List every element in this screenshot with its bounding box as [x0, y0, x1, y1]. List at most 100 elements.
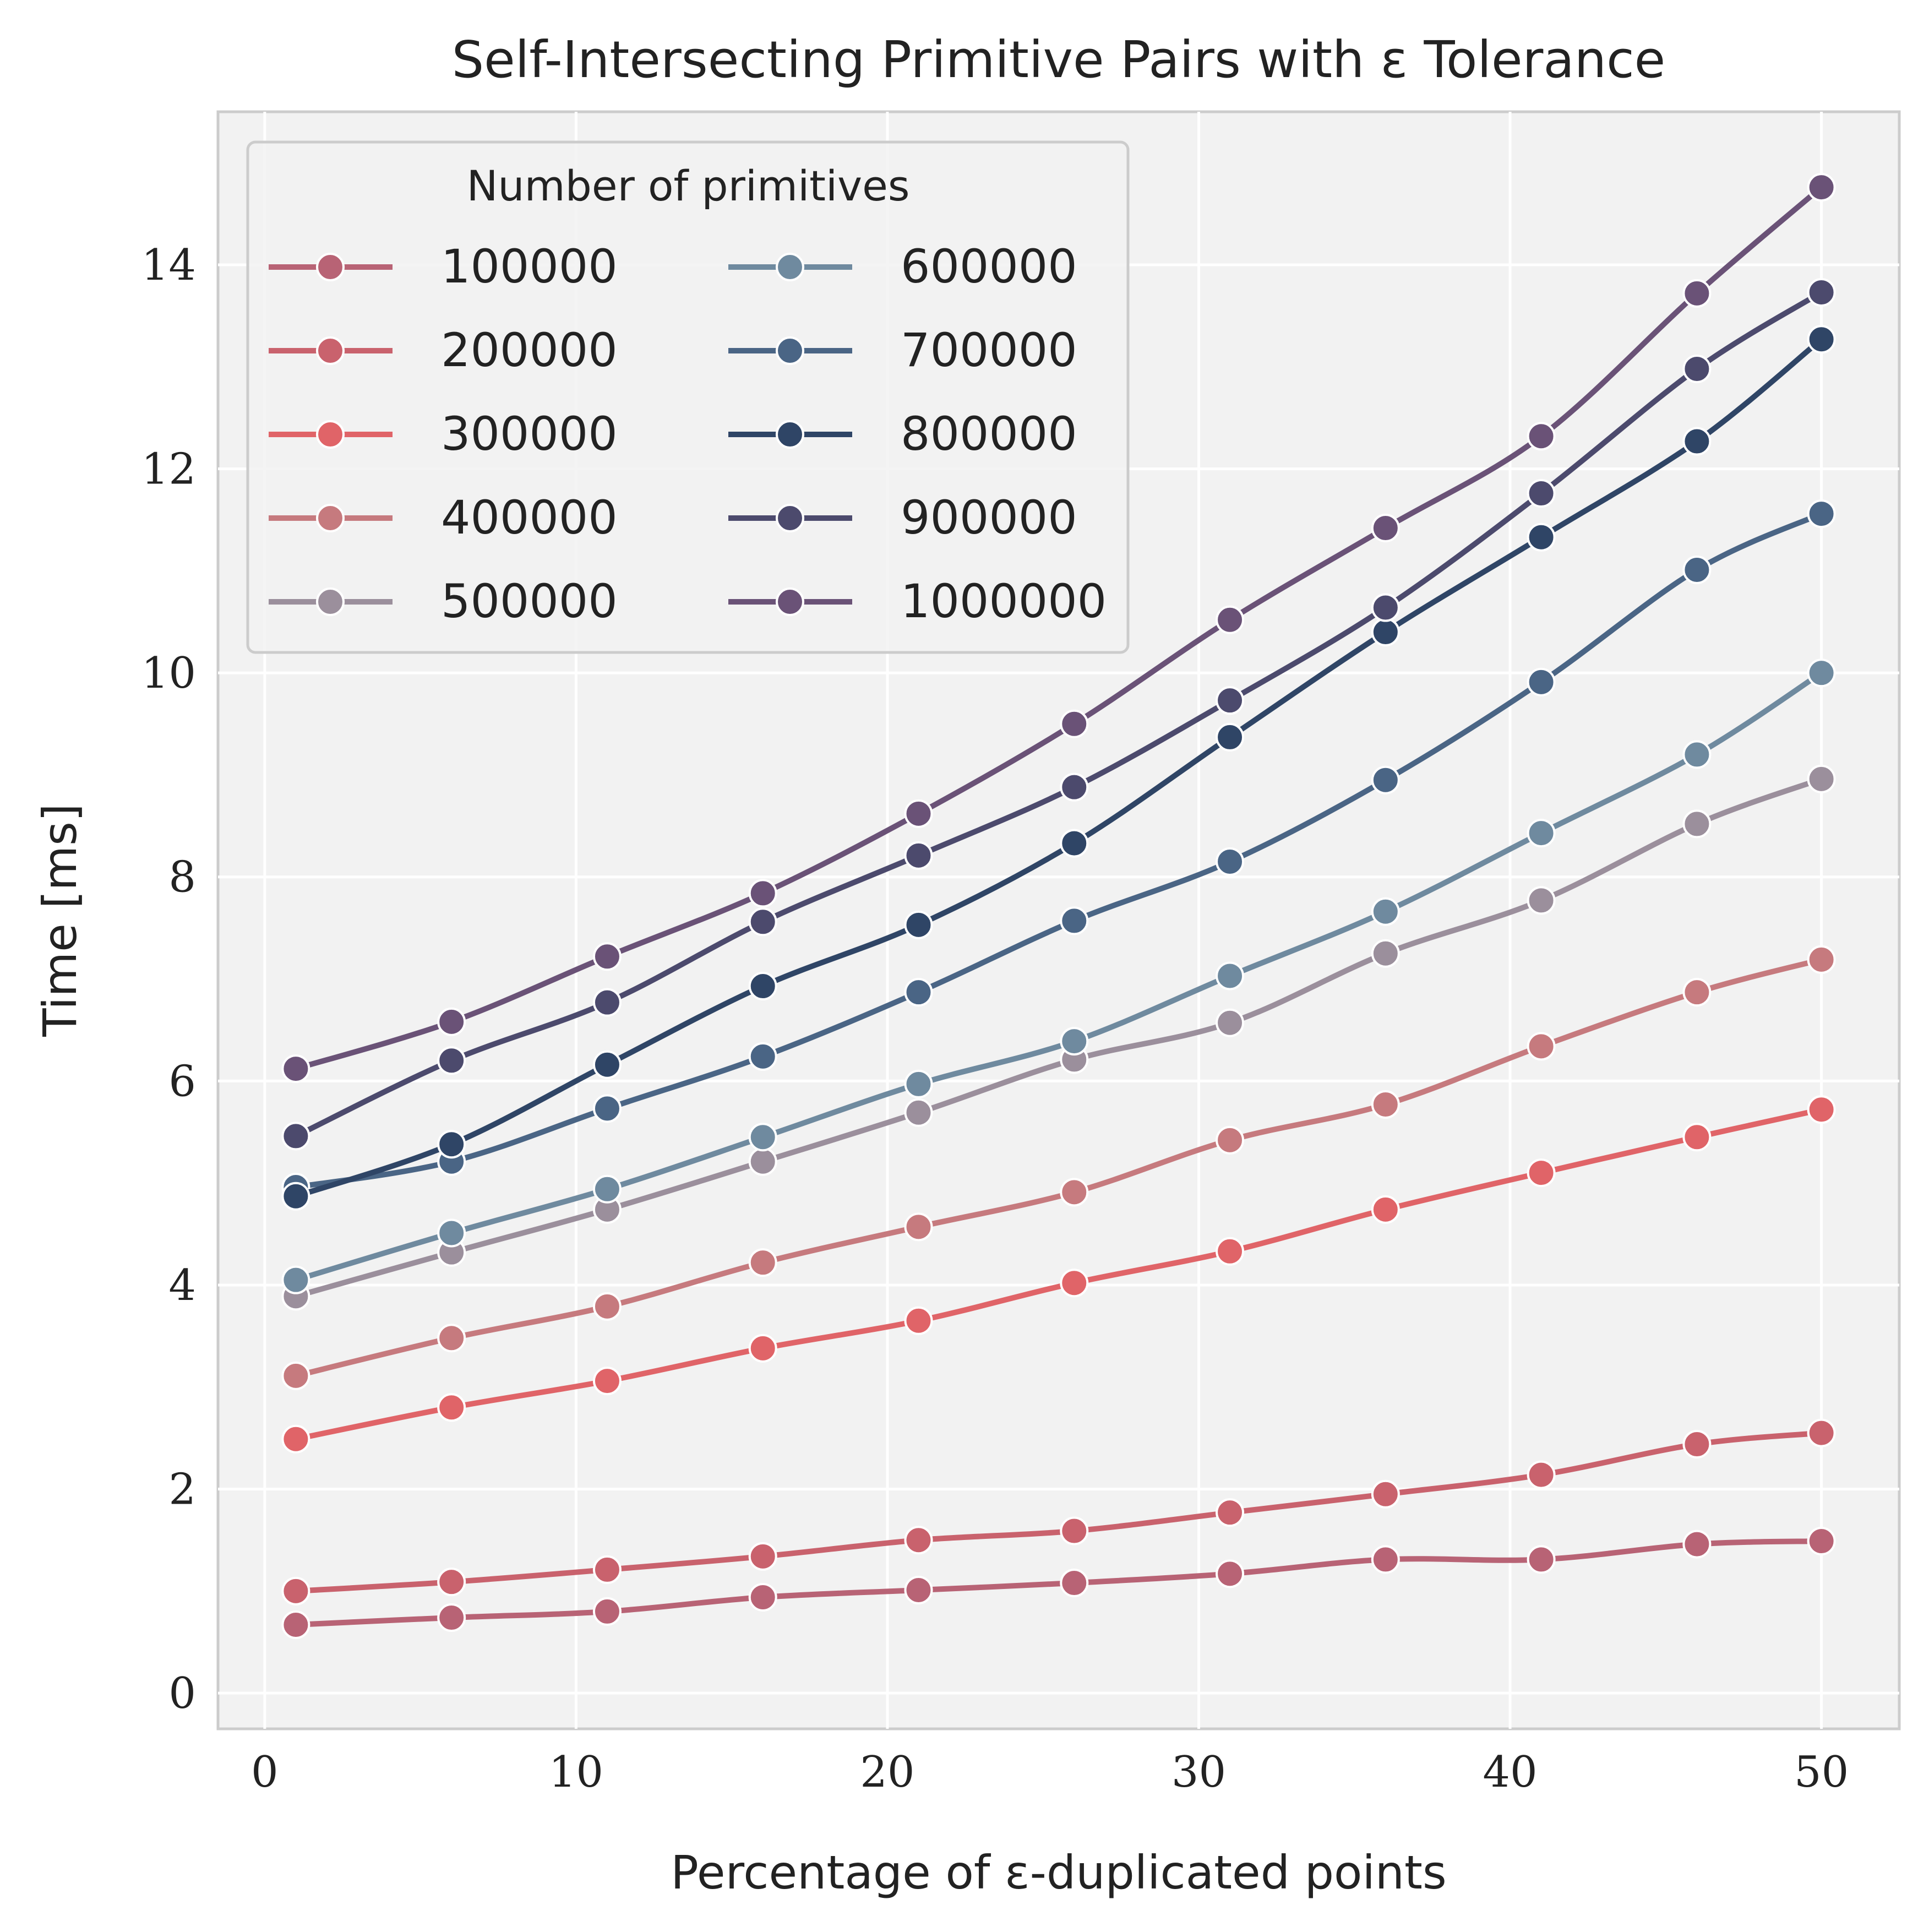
axis-ticks: 0 10 20 30 40 50 0 2 4 6 8 10 12 14 — [141, 241, 1849, 1797]
series-100000 — [281, 1527, 1836, 1639]
data-point — [1371, 765, 1400, 794]
data-point — [1216, 722, 1245, 752]
data-point — [1682, 809, 1712, 839]
y-tick-label: 10 — [141, 649, 196, 698]
data-point — [281, 1182, 310, 1211]
legend-swatch-marker — [316, 336, 345, 365]
data-point — [437, 1324, 466, 1353]
data-point — [281, 1610, 310, 1639]
data-point — [1216, 1125, 1245, 1155]
legend-entry: 400000 — [269, 491, 618, 545]
x-tick-label: 30 — [1171, 1748, 1226, 1797]
legend-entry: 600000 — [728, 240, 1077, 293]
data-point — [1060, 1269, 1089, 1298]
x-tick-label: 0 — [251, 1748, 279, 1797]
data-point — [592, 1094, 622, 1123]
legend-swatch-marker — [776, 336, 804, 365]
data-point — [1807, 764, 1836, 793]
data-point — [904, 1069, 933, 1098]
data-point — [1060, 906, 1089, 935]
data-point — [904, 1212, 933, 1242]
data-point — [1682, 1123, 1712, 1152]
data-point — [592, 1050, 622, 1079]
data-point — [437, 1568, 466, 1597]
legend-swatch-marker — [776, 420, 804, 449]
data-point — [1371, 897, 1400, 926]
legend-label: 100000 — [441, 240, 618, 293]
data-point — [1371, 618, 1400, 647]
data-point — [1216, 1498, 1245, 1527]
data-point — [592, 1597, 622, 1626]
data-point — [281, 1424, 310, 1454]
data-point — [1807, 173, 1836, 202]
data-point — [1682, 740, 1712, 769]
data-point — [1216, 1559, 1245, 1588]
legend-label: 1000000 — [901, 574, 1107, 628]
series-1000000 — [281, 173, 1836, 1084]
x-tick-label: 20 — [860, 1748, 914, 1797]
data-point — [748, 907, 777, 937]
data-point — [748, 1123, 777, 1152]
data-point — [1807, 1418, 1836, 1447]
legend-label: 300000 — [441, 407, 618, 461]
legend-entry: 500000 — [269, 574, 618, 628]
chart-title: Self-Intersecting Primitive Pairs with ε… — [452, 30, 1666, 89]
data-point — [748, 1582, 777, 1612]
series-800000 — [281, 325, 1836, 1211]
data-point — [1527, 1158, 1556, 1188]
data-point — [1216, 1237, 1245, 1266]
data-point — [1060, 709, 1089, 738]
data-point — [281, 1576, 310, 1606]
data-point — [1527, 479, 1556, 508]
y-tick-label: 6 — [168, 1057, 196, 1106]
legend-entries: 100000 200000 300000 400000 500000 600000 7000… — [269, 240, 1107, 628]
data-point — [1216, 1008, 1245, 1037]
legend-entry: 700000 — [728, 323, 1077, 377]
data-point — [437, 1007, 466, 1036]
data-point — [1807, 1527, 1836, 1556]
data-point — [1371, 1545, 1400, 1574]
data-point — [1807, 277, 1836, 307]
data-point — [748, 1147, 777, 1176]
data-point — [904, 910, 933, 939]
data-point — [1371, 1195, 1400, 1224]
legend-entry: 200000 — [269, 323, 618, 377]
series-layer — [281, 173, 1836, 1639]
series-600000 — [281, 658, 1836, 1294]
data-point — [1682, 555, 1712, 584]
legend-entry: 900000 — [728, 491, 1077, 545]
data-point — [748, 972, 777, 1001]
y-tick-label: 14 — [141, 241, 196, 290]
data-point — [1371, 939, 1400, 968]
series-300000 — [281, 1095, 1836, 1454]
legend-box — [246, 140, 1130, 654]
legend-swatch-marker — [776, 587, 804, 616]
legend-swatch-marker — [316, 253, 345, 281]
legend-label: 600000 — [901, 240, 1077, 293]
data-point — [437, 1218, 466, 1248]
data-point — [1807, 325, 1836, 354]
data-point — [1527, 523, 1556, 552]
data-point — [1682, 1430, 1712, 1459]
series-900000 — [281, 277, 1836, 1151]
data-point — [1060, 1516, 1089, 1545]
data-point — [904, 1526, 933, 1555]
data-point — [1527, 886, 1556, 915]
series-400000 — [281, 945, 1836, 1390]
y-tick-label: 2 — [168, 1465, 196, 1515]
data-point — [281, 1122, 310, 1151]
data-point — [1371, 1090, 1400, 1119]
data-point — [1527, 1545, 1556, 1574]
legend-entry: 800000 — [728, 407, 1077, 461]
data-point — [1216, 847, 1245, 876]
data-point — [904, 1575, 933, 1604]
data-point — [904, 1306, 933, 1335]
legend-entry: 100000 — [269, 240, 618, 293]
data-point — [592, 1555, 622, 1584]
legend-swatch-marker — [316, 587, 345, 616]
legend: Number of primitives 100000 200000 300000 4… — [246, 140, 1130, 654]
data-point — [437, 1393, 466, 1422]
data-point — [592, 1174, 622, 1204]
data-point — [1527, 1032, 1556, 1061]
